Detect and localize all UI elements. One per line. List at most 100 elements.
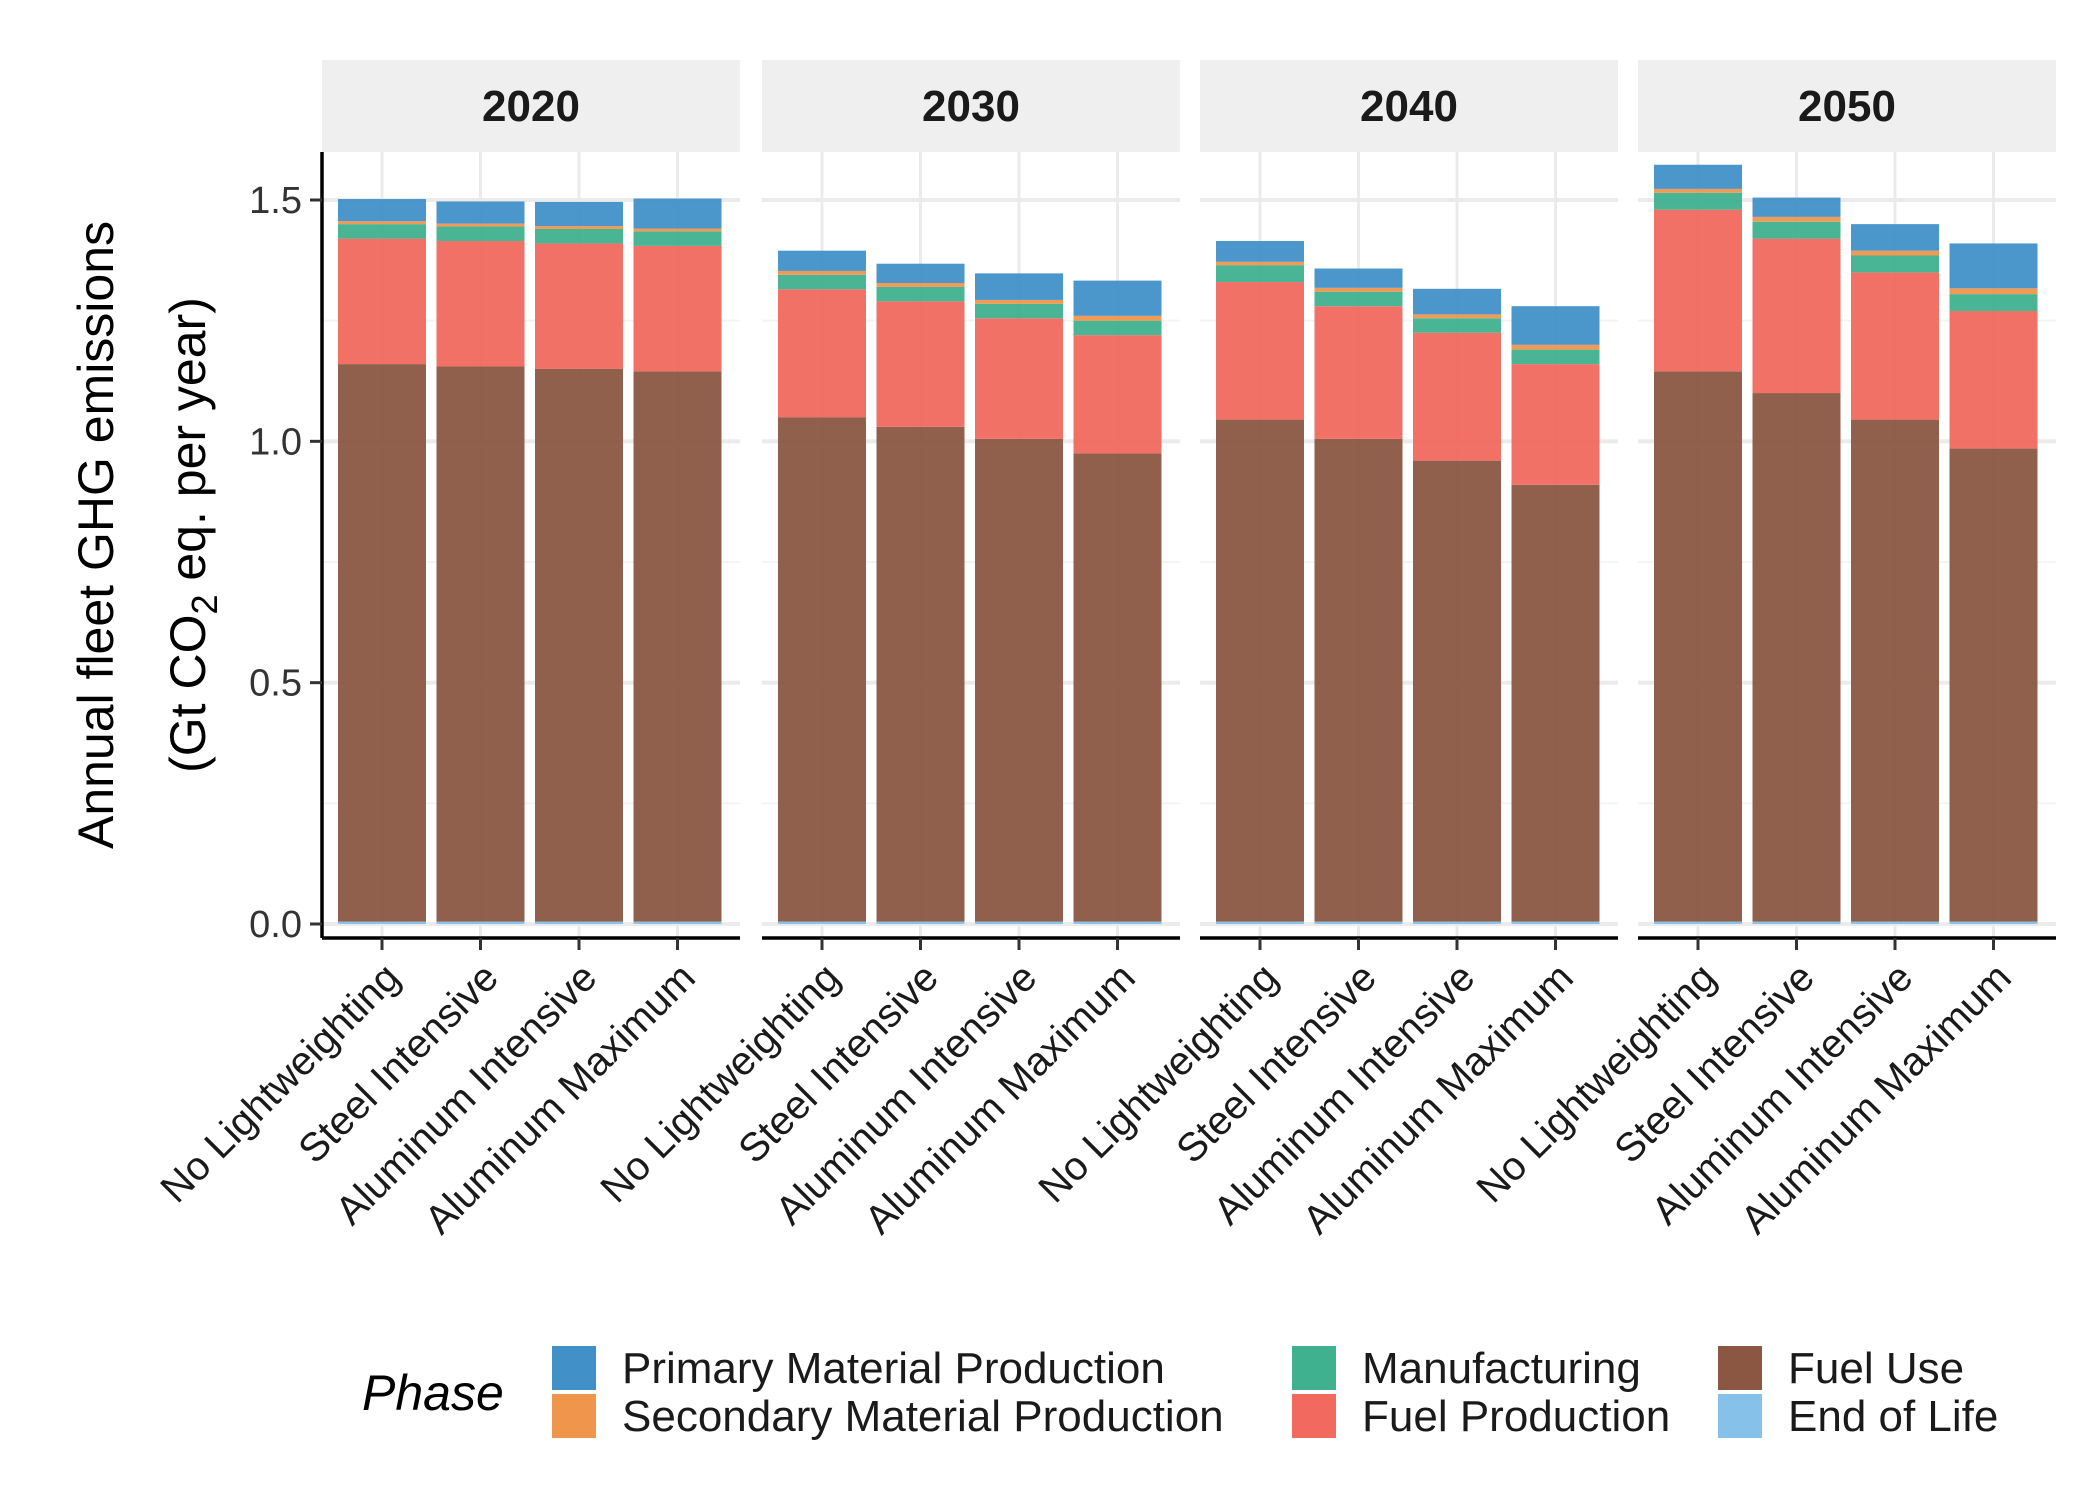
- bar-primary-material-production: [1314, 268, 1403, 288]
- legend-key: [552, 1394, 596, 1438]
- bar-fuel-use: [1752, 393, 1841, 922]
- y-tick-label: 1.5: [249, 180, 302, 222]
- legend-item-fuel-production: Fuel Production: [1292, 1392, 1670, 1441]
- legend-key: [1292, 1346, 1336, 1390]
- bar-fuel-production: [535, 243, 623, 369]
- legend-item-fuel-use: Fuel Use: [1718, 1344, 1964, 1393]
- bar-manufacturing: [1752, 221, 1841, 239]
- y-axis-title-line1: Annual fleet GHG emissions: [68, 221, 124, 849]
- bar-secondary-material-production: [1216, 261, 1304, 266]
- facet-strip-label: 2030: [922, 82, 1020, 131]
- bar-secondary-material-production: [1851, 250, 1939, 256]
- facet-strip-label: 2040: [1360, 82, 1458, 131]
- bar-fuel-production: [975, 318, 1063, 439]
- facet-strip-bg: [762, 60, 1180, 152]
- bar-end-of-life: [1511, 921, 1600, 924]
- legend-item-secondary-material-production: Secondary Material Production: [552, 1392, 1224, 1441]
- legend-label: Primary Material Production: [622, 1344, 1165, 1393]
- bar-secondary-material-production: [1949, 288, 2038, 295]
- legend-key: [1718, 1346, 1762, 1390]
- bar-primary-material-production: [1216, 241, 1304, 262]
- bar-end-of-life: [778, 921, 866, 924]
- bar-end-of-life: [1949, 921, 2038, 924]
- bar-fuel-production: [876, 301, 965, 427]
- legend-label: End of Life: [1788, 1392, 1998, 1441]
- bar-manufacturing: [1949, 294, 2038, 312]
- bar-fuel-use: [1654, 371, 1742, 922]
- bar-manufacturing: [1851, 255, 1939, 273]
- y-axis-title-line2: (Gt CO2 eq. per year): [160, 297, 225, 773]
- bar-primary-material-production: [1851, 224, 1939, 251]
- bar-manufacturing: [1511, 349, 1600, 365]
- bar-primary-material-production: [1654, 164, 1742, 189]
- bar-end-of-life: [1413, 921, 1501, 924]
- bar-manufacturing: [1314, 291, 1403, 307]
- legend-key: [1718, 1394, 1762, 1438]
- bar-fuel-use: [1413, 460, 1501, 922]
- bar-end-of-life: [975, 921, 1063, 924]
- bar-fuel-use: [1851, 419, 1939, 922]
- bar-fuel-production: [1413, 332, 1501, 461]
- bar-fuel-production: [778, 289, 866, 418]
- bar-primary-material-production: [1511, 306, 1600, 345]
- bar-end-of-life: [1752, 921, 1841, 924]
- bar-manufacturing: [535, 228, 623, 244]
- bar-manufacturing: [975, 303, 1063, 319]
- bar-fuel-production: [1949, 311, 2038, 449]
- facet-strip-label: 2050: [1798, 82, 1896, 131]
- bar-fuel-production: [1511, 364, 1600, 485]
- legend-item-manufacturing: Manufacturing: [1292, 1344, 1641, 1393]
- bar-primary-material-production: [1752, 197, 1841, 217]
- bar-fuel-use: [436, 366, 525, 922]
- bar-secondary-material-production: [876, 283, 965, 287]
- bar-primary-material-production: [338, 199, 426, 222]
- bar-end-of-life: [876, 921, 965, 924]
- bar-primary-material-production: [876, 263, 965, 284]
- bar-end-of-life: [1851, 921, 1939, 924]
- y-tick-label: 0.0: [249, 904, 302, 946]
- bar-primary-material-production: [1949, 243, 2038, 289]
- bar-secondary-material-production: [778, 270, 866, 275]
- legend-title: Phase: [362, 1365, 504, 1421]
- bar-secondary-material-production: [1752, 216, 1841, 222]
- bar-secondary-material-production: [1511, 344, 1600, 350]
- bar-primary-material-production: [778, 250, 866, 271]
- bar-fuel-use: [1073, 453, 1162, 922]
- bar-end-of-life: [1216, 921, 1304, 924]
- y-tick-label: 0.5: [249, 663, 302, 705]
- bar-fuel-use: [778, 417, 866, 922]
- facet-strip-label: 2020: [482, 82, 580, 131]
- bar-secondary-material-production: [1073, 315, 1162, 321]
- bar-end-of-life: [1654, 921, 1742, 924]
- y-tick-label: 1.0: [249, 421, 302, 463]
- bar-manufacturing: [1216, 265, 1304, 283]
- legend-label: Secondary Material Production: [622, 1392, 1224, 1441]
- legend-item-end-of-life: End of Life: [1718, 1392, 1998, 1441]
- bar-fuel-production: [1654, 209, 1742, 372]
- legend-label: Fuel Use: [1788, 1344, 1964, 1393]
- facet-strip-bg: [1638, 60, 2056, 152]
- bar-primary-material-production: [1413, 288, 1501, 315]
- bar-end-of-life: [1073, 921, 1162, 924]
- bar-secondary-material-production: [1654, 188, 1742, 193]
- bar-manufacturing: [876, 286, 965, 302]
- bar-end-of-life: [1314, 921, 1403, 924]
- bar-fuel-production: [1851, 272, 1939, 420]
- bar-primary-material-production: [633, 198, 722, 229]
- legend-label: Fuel Production: [1362, 1392, 1670, 1441]
- bar-manufacturing: [778, 274, 866, 290]
- legend: Phase Primary Material ProductionSecondar…: [362, 1344, 1998, 1441]
- bar-fuel-use: [1511, 484, 1600, 922]
- bar-primary-material-production: [975, 273, 1063, 300]
- bar-secondary-material-production: [338, 221, 426, 225]
- facet-strip-bg: [322, 60, 740, 152]
- bar-secondary-material-production: [535, 226, 623, 229]
- legend-key: [552, 1346, 596, 1390]
- bar-manufacturing: [1073, 320, 1162, 336]
- bar-primary-material-production: [535, 201, 623, 227]
- facet-strip-bg: [1200, 60, 1618, 152]
